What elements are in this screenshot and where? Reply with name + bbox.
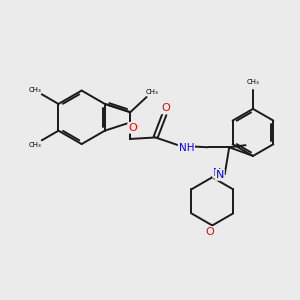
Text: N: N bbox=[213, 167, 221, 178]
Text: CH₃: CH₃ bbox=[28, 142, 41, 148]
Text: O: O bbox=[206, 227, 214, 237]
Text: CH₃: CH₃ bbox=[247, 79, 260, 85]
Text: CH₃: CH₃ bbox=[28, 87, 41, 93]
Text: O: O bbox=[161, 103, 170, 113]
Text: N: N bbox=[215, 170, 224, 180]
Text: CH₃: CH₃ bbox=[146, 89, 158, 95]
Text: NH: NH bbox=[179, 143, 194, 153]
Text: O: O bbox=[128, 123, 137, 133]
